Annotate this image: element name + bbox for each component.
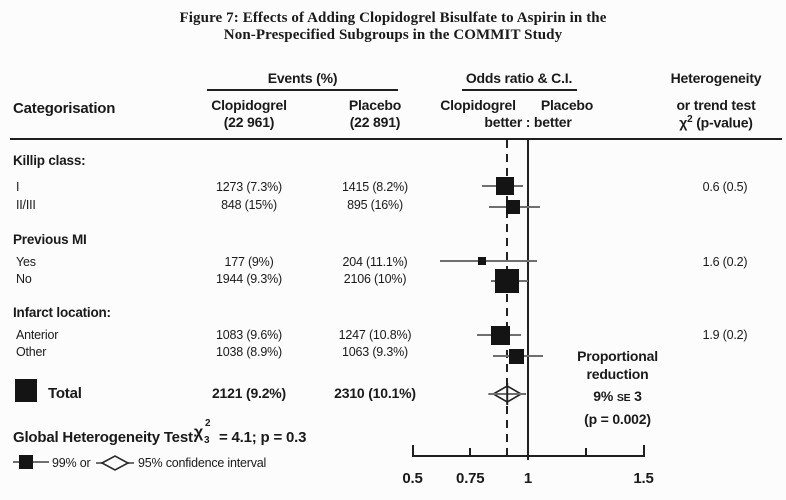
placebo-value: 895 (16%) bbox=[347, 198, 403, 212]
proportional-reduction-line2: reduction bbox=[586, 366, 649, 382]
x-axis-tick-label: 1 bbox=[523, 470, 533, 487]
placebo-value: 2106 (10%) bbox=[343, 272, 407, 286]
col-header-trend-test: or trend test bbox=[676, 97, 756, 113]
legend-95-label: 95% confidence interval bbox=[138, 456, 267, 470]
x-axis-tick bbox=[411, 445, 414, 457]
row-label: II/III bbox=[16, 198, 36, 212]
x-axis-tick-label: 0.5 bbox=[402, 470, 423, 487]
reference-line-or-1 bbox=[527, 140, 529, 460]
col-header-events: Events (%) bbox=[267, 70, 338, 86]
clopidogrel-value: 848 (15%) bbox=[221, 198, 277, 212]
group-label: Killip class: bbox=[13, 153, 86, 168]
global-het-label: Global Heterogeneity Test: bbox=[13, 429, 198, 446]
figure-title-line1: Figure 7: Effects of Adding Clopidogrel … bbox=[179, 10, 607, 26]
total-square-marker bbox=[15, 379, 37, 402]
row-label: I bbox=[16, 180, 20, 194]
header-rule bbox=[10, 138, 782, 140]
x-axis-line bbox=[412, 455, 644, 457]
het-test-value: 1.6 (0.2) bbox=[702, 255, 748, 269]
clopidogrel-value: 177 (9%) bbox=[224, 255, 274, 269]
col-header-chi-pvalue: χ2 (p-value) bbox=[679, 114, 753, 131]
col-header-or-placebo: Placebo bbox=[540, 97, 594, 113]
het-test-value: 1.9 (0.2) bbox=[702, 328, 748, 342]
proportional-reduction-value: 9% SE 3 bbox=[593, 388, 642, 404]
x-axis-minor-tick bbox=[584, 448, 587, 457]
total-clopidogrel-value: 2121 (9.2%) bbox=[211, 385, 287, 401]
group-label: Infarct location: bbox=[13, 305, 111, 320]
or-square-marker bbox=[505, 200, 520, 214]
row-label: Anterior bbox=[16, 328, 59, 342]
ci-line bbox=[440, 260, 538, 262]
or-square-marker bbox=[495, 269, 520, 293]
legend-99-square-icon bbox=[19, 455, 33, 469]
x-axis-tick bbox=[642, 445, 645, 457]
group-label: Previous MI bbox=[13, 232, 87, 247]
col-header-categorisation: Categorisation bbox=[13, 100, 116, 117]
figure-title-line2: Non-Prespecified Subgroups in the COMMIT… bbox=[223, 27, 563, 43]
clopidogrel-value: 1038 (8.9%) bbox=[216, 345, 282, 359]
placebo-value: 1247 (10.8%) bbox=[338, 328, 412, 342]
clopidogrel-value: 1944 (9.3%) bbox=[216, 272, 282, 286]
events-underline bbox=[207, 89, 398, 91]
col-header-placebo: Placebo bbox=[348, 97, 402, 113]
or-square-marker bbox=[477, 257, 486, 265]
overall-effect-dashed-line bbox=[506, 140, 508, 460]
col-header-clopidogrel: Clopidogrel bbox=[211, 97, 287, 113]
or-square-marker bbox=[490, 325, 510, 345]
placebo-value: 1063 (9.3%) bbox=[342, 345, 408, 359]
clopidogrel-value: 1273 (7.3%) bbox=[216, 180, 282, 194]
x-axis-tick-label: 0.75 bbox=[456, 470, 485, 487]
proportional-reduction-pvalue: (p = 0.002) bbox=[584, 411, 651, 427]
row-label: Yes bbox=[16, 255, 36, 269]
col-header-odds-ratio: Odds ratio & C.I. bbox=[465, 70, 573, 86]
het-test-value: 0.6 (0.5) bbox=[702, 180, 748, 194]
global-het-value: = 4.1; p = 0.3 bbox=[219, 429, 307, 446]
col-header-clopidogrel-n: (22 961) bbox=[223, 114, 275, 130]
x-axis-tick-label: 1.5 bbox=[633, 470, 654, 487]
col-header-placebo-n: (22 891) bbox=[349, 114, 401, 130]
clopidogrel-value: 1083 (9.6%) bbox=[216, 328, 282, 342]
row-label: No bbox=[16, 272, 32, 286]
placebo-value: 1415 (8.2%) bbox=[342, 180, 408, 194]
placebo-value: 204 (11.1%) bbox=[342, 255, 408, 269]
odds-ratio-underline bbox=[462, 89, 577, 91]
col-header-or-clopidogrel: Clopidogrel bbox=[440, 97, 516, 113]
row-label: Other bbox=[16, 345, 47, 359]
legend-99-label: 99% or bbox=[52, 456, 91, 470]
or-square-marker bbox=[508, 348, 524, 364]
x-axis-tick bbox=[469, 448, 472, 457]
total-label: Total bbox=[48, 385, 82, 402]
proportional-reduction-line1: Proportional bbox=[577, 348, 658, 364]
or-square-marker bbox=[495, 177, 514, 195]
col-header-heterogeneity: Heterogeneity bbox=[670, 70, 762, 86]
total-placebo-value: 2310 (10.1%) bbox=[334, 385, 416, 401]
col-header-better: better : better bbox=[484, 114, 572, 130]
